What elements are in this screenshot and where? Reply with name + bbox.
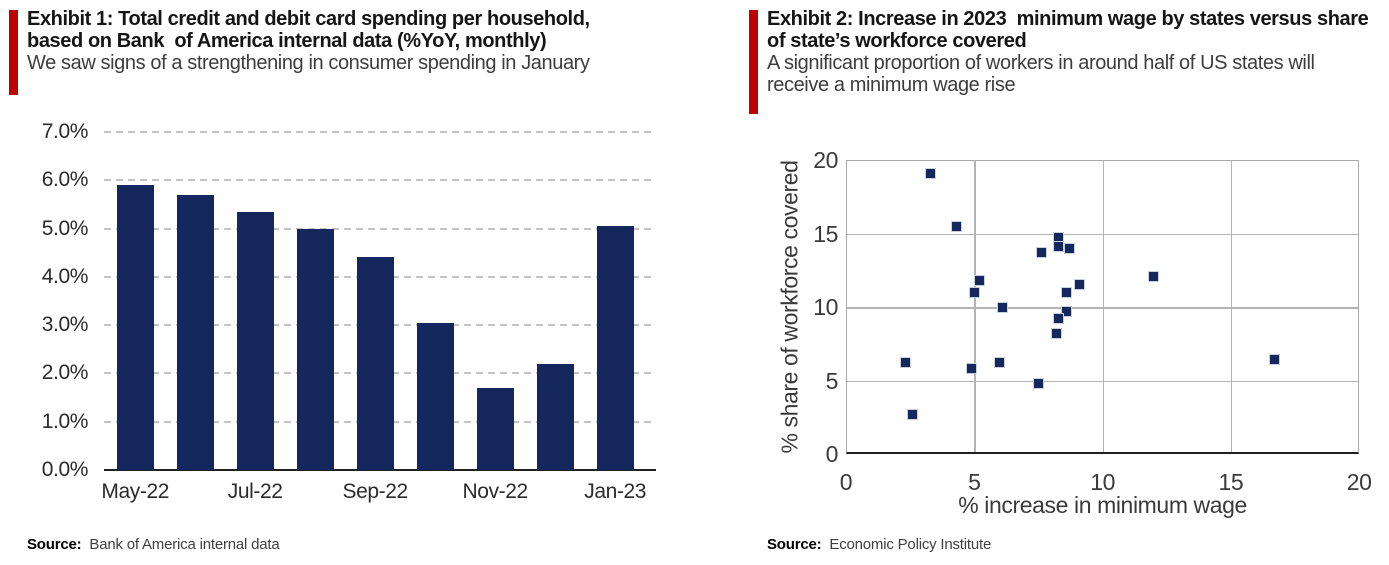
exhibit1-subtitle: We saw signs of a strengthening in consu… — [27, 52, 590, 74]
scatter-point — [1061, 286, 1073, 298]
scatter-point — [1050, 327, 1062, 339]
bar — [596, 226, 634, 470]
exhibit2-header: Exhibit 2: Increase in 2023 minimum wage… — [767, 8, 1369, 96]
scatter-point — [1063, 242, 1075, 254]
scatter-point — [1053, 232, 1065, 244]
x-tick-label: 5 — [968, 469, 981, 495]
exhibit1-source: Source: Bank of America internal data — [27, 536, 280, 554]
scatter-point — [1053, 241, 1065, 253]
scatter-point — [1269, 354, 1281, 366]
bar — [416, 322, 454, 470]
source-label: Source: — [767, 536, 822, 553]
y-tick-label: 15 — [813, 220, 838, 247]
scatter-point — [907, 408, 919, 420]
exhibit2-subtitle-line2: receive a minimum wage rise — [767, 74, 1016, 96]
y-tick-label: 5.0% — [41, 216, 89, 240]
x-tick-label: Jul-22 — [227, 480, 283, 503]
y-tick-label: 0.0% — [41, 458, 89, 481]
bar — [176, 194, 214, 470]
scatter-point — [1032, 377, 1044, 389]
x-axis-title: % increase in minimum wage — [958, 492, 1247, 518]
scatter-point — [1148, 270, 1160, 282]
scatter-point — [966, 363, 978, 375]
x-tick-label: Sep-22 — [342, 480, 409, 503]
exhibit2-accent-bar — [749, 10, 758, 114]
exhibit1-header: Exhibit 1: Total credit and debit card s… — [27, 8, 590, 74]
x-tick-label: Nov-22 — [462, 480, 529, 503]
scatter-point — [1035, 247, 1047, 259]
exhibit2-title-line1: Exhibit 2: Increase in 2023 minimum wage… — [767, 8, 1369, 30]
exhibit2-subtitle-line1: A significant proportion of workers in a… — [767, 52, 1315, 74]
source-label: Source: — [27, 536, 82, 553]
plot-area — [846, 160, 1359, 454]
gridline — [104, 324, 656, 327]
y-tick-label: 10 — [813, 294, 838, 320]
bar — [116, 185, 154, 470]
scatter-point — [968, 286, 980, 298]
scatter-point — [1061, 305, 1073, 317]
scatter-point — [973, 275, 985, 287]
gridline-horizontal — [847, 307, 1358, 309]
exhibit1-title-line2: based on Bank of America internal data (… — [27, 30, 547, 52]
scatter-point — [899, 357, 911, 369]
y-tick-label: 4.0% — [41, 264, 89, 288]
scatter-point — [925, 167, 937, 179]
scatter-point — [994, 357, 1006, 369]
scatter-point — [1074, 279, 1085, 291]
x-tick-label: 0 — [839, 469, 853, 495]
bar — [236, 211, 274, 470]
x-tick-label: 10 — [1090, 469, 1115, 495]
x-axis-line — [104, 469, 656, 471]
gridline-horizontal — [847, 380, 1358, 382]
x-tick-label: 15 — [1218, 469, 1244, 495]
gridline-vertical — [1102, 160, 1105, 452]
gridline — [104, 275, 656, 278]
y-tick-label: 2.0% — [41, 361, 89, 385]
gridline — [104, 179, 656, 182]
source-text: Economic Policy Institute — [829, 536, 992, 553]
y-tick-label: 20 — [813, 147, 838, 173]
gridline-vertical — [974, 160, 976, 452]
gridline — [104, 227, 656, 230]
gridline — [104, 420, 656, 423]
bar — [476, 387, 514, 470]
bar — [296, 228, 334, 470]
scatter-point — [950, 220, 962, 232]
y-tick-label: 1.0% — [41, 409, 89, 433]
exhibit1-accent-bar — [9, 10, 18, 95]
bar — [356, 257, 394, 470]
bar — [536, 363, 574, 470]
exhibit2-title-line2: of state’s workforce covered — [767, 30, 1027, 52]
exhibit1-title-line1: Exhibit 1: Total credit and debit card s… — [27, 8, 590, 30]
y-tick-label: 0 — [825, 441, 839, 467]
scatter-point — [997, 301, 1009, 313]
x-tick-label: 20 — [1346, 469, 1372, 495]
x-tick-label: May-22 — [101, 480, 169, 503]
y-tick-label: 6.0% — [41, 168, 89, 192]
scatter-point — [1053, 313, 1065, 325]
y-tick-label: 5 — [825, 367, 839, 394]
y-tick-label: 3.0% — [41, 313, 89, 337]
x-tick-label: Jan-23 — [584, 480, 647, 503]
gridline — [104, 372, 656, 375]
y-axis-title: % share of workforce covered — [776, 160, 803, 454]
gridline-vertical — [1230, 160, 1233, 452]
exhibit2-source: Source: Economic Policy Institute — [767, 536, 991, 554]
y-tick-label: 7.0% — [41, 119, 89, 143]
gridline — [104, 130, 656, 133]
source-text: Bank of America internal data — [89, 536, 280, 553]
gridline-horizontal — [847, 233, 1358, 235]
